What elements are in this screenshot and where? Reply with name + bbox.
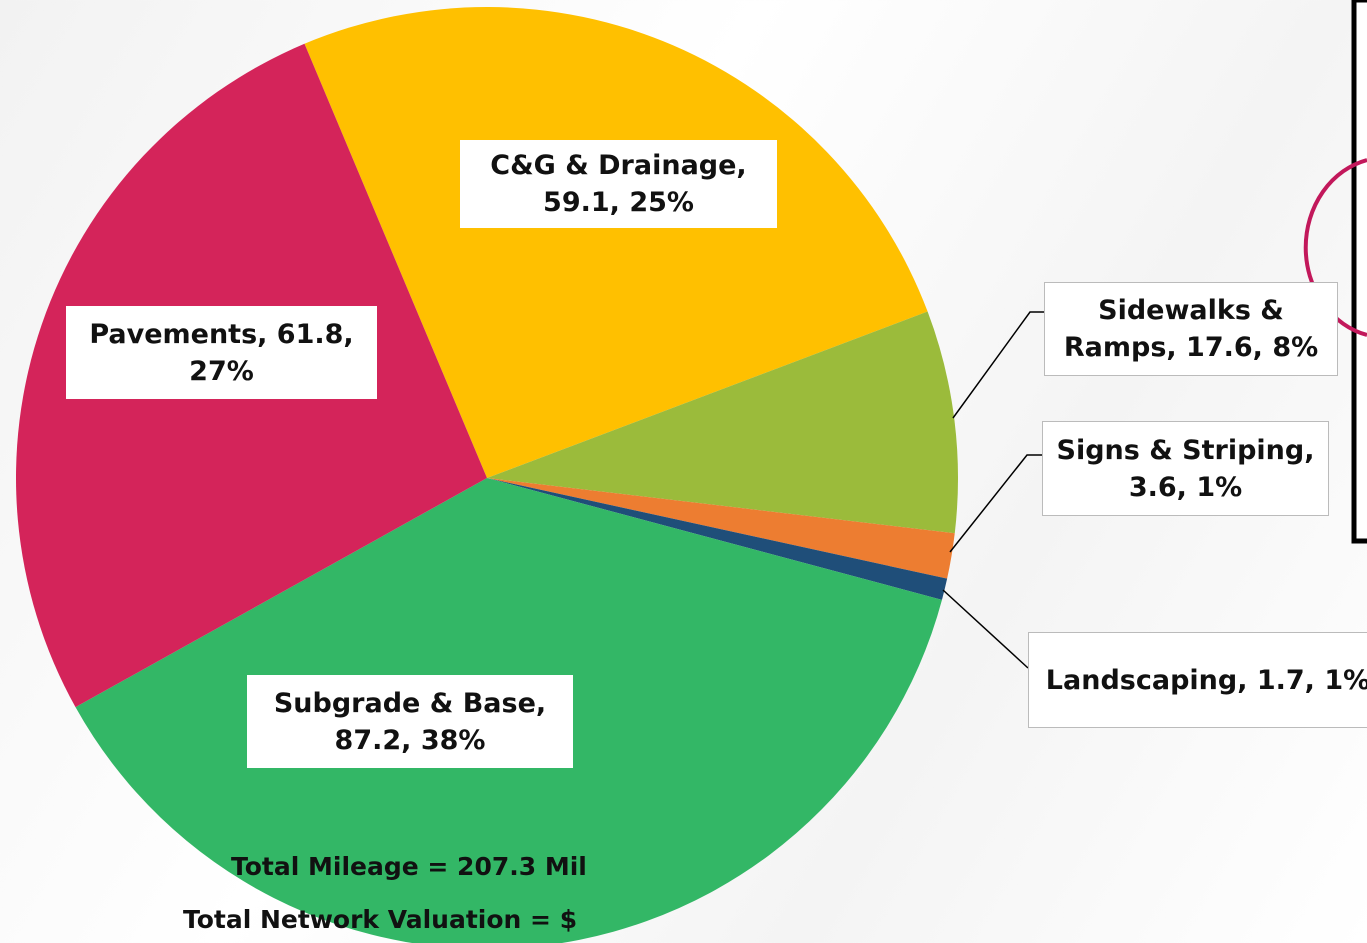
slice [487, 478, 955, 579]
annotation: Total Mileage = 207.3 Mil [231, 852, 587, 881]
data-label: Pavements, 61.8, 27% [66, 306, 377, 399]
data-label: Signs & Striping, 3.6, 1% [1042, 421, 1329, 516]
frame-box [1351, 0, 1367, 544]
frame-arc [1303, 158, 1367, 337]
leader-line [949, 454, 1042, 553]
leader-line [952, 311, 1044, 419]
slice [487, 311, 959, 534]
data-label: Sidewalks & Ramps, 17.6, 8% [1044, 282, 1338, 376]
data-label: Landscaping, 1.7, 1% [1028, 632, 1367, 728]
data-label: C&G & Drainage, 59.1, 25% [460, 140, 777, 228]
leader-line [942, 589, 1029, 669]
slice [304, 6, 928, 478]
data-label: Subgrade & Base, 87.2, 38% [247, 675, 573, 768]
annotation: Total Network Valuation = $ [183, 905, 578, 934]
slice [487, 478, 948, 600]
